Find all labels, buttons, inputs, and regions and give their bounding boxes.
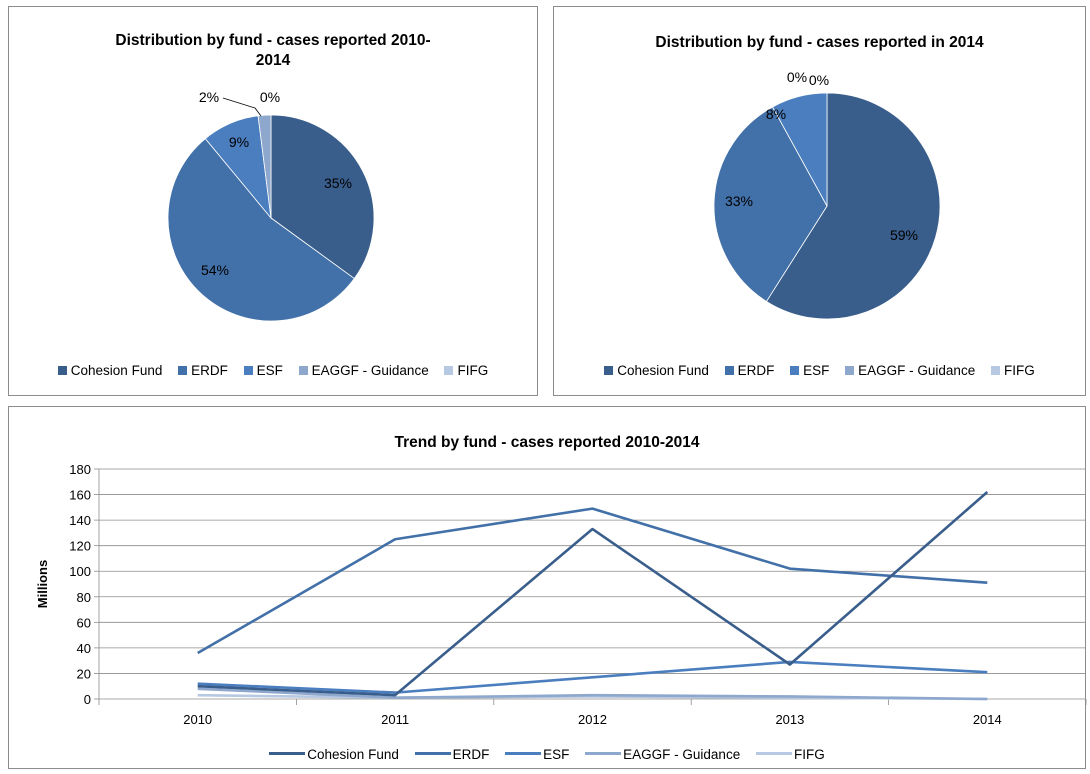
chart-title: Trend by fund - cases reported 2010-2014 xyxy=(9,433,1085,453)
y-tick-label: 140 xyxy=(69,513,91,528)
y-tick-label: 80 xyxy=(77,590,91,605)
legend-swatch xyxy=(57,366,67,375)
legend-swatch xyxy=(990,366,1000,375)
pie-slice-eaggf-guidance xyxy=(257,114,272,219)
legend-label: Cohesion Fund xyxy=(617,363,709,378)
line-chart-trend: Trend by fund - cases reported 2010-2014… xyxy=(8,406,1087,769)
legend-line-swatch xyxy=(755,752,792,755)
legend-swatch xyxy=(243,366,253,375)
pie-slice-cohesion-fund xyxy=(270,114,375,280)
legend-label: EAGGF - Guidance xyxy=(311,363,429,378)
series-line-cohesion-fund xyxy=(197,491,989,697)
data-label: 54% xyxy=(201,262,229,278)
legend-item-erdf: ERDF xyxy=(414,747,490,762)
legend-label: EAGGF - Guidance xyxy=(623,747,741,762)
pie-chart-2014: Distribution by fund - cases reported in… xyxy=(553,6,1086,396)
legend-item-fifg: FIFG xyxy=(990,363,1035,378)
legend-label: ERDF xyxy=(737,363,775,378)
legend: Cohesion Fund ERDF ESF EAGGF - Guidance … xyxy=(9,747,1085,762)
legend-item-esf: ESF xyxy=(243,363,283,378)
pie-chart-2010-2014: Distribution by fund - cases reported 20… xyxy=(8,6,538,396)
series-line-eaggf-guidance xyxy=(197,687,988,701)
legend-line-swatch xyxy=(269,752,306,755)
legend-label: ESF xyxy=(803,363,830,378)
y-tick-label: 180 xyxy=(69,462,91,477)
legend-swatch xyxy=(298,366,308,375)
legend-item-cohesion-fund: Cohesion Fund xyxy=(57,363,163,378)
legend-item-esf: ESF xyxy=(790,363,829,378)
legend-label: FIFG xyxy=(793,747,825,762)
legend-swatch xyxy=(724,366,734,375)
legend-label: ESF xyxy=(543,747,570,762)
chart-title-line-1: Distribution by fund - cases reported in… xyxy=(655,34,984,51)
legend-swatch xyxy=(604,366,614,375)
leader-line xyxy=(222,97,262,117)
data-label: 0% xyxy=(787,69,807,85)
y-tick-label: 0 xyxy=(84,692,91,707)
legend-label: ERDF xyxy=(191,363,228,378)
series-line-erdf xyxy=(197,507,988,655)
pie-slice-erdf xyxy=(713,106,828,302)
legend-item-esf: ESF xyxy=(505,747,569,762)
x-tick-label: 2012 xyxy=(578,712,607,727)
legend-item-eaggf-guidance: EAGGF - Guidance xyxy=(845,363,975,378)
legend-label: Cohesion Fund xyxy=(307,747,399,762)
y-tick-label: 20 xyxy=(77,666,91,681)
pie-slice-esf xyxy=(772,92,828,207)
data-label: 0% xyxy=(809,72,829,88)
legend-line-swatch xyxy=(505,752,542,755)
data-label: 35% xyxy=(324,175,352,191)
pie-plot: 35% 54% 9% 2% 0% xyxy=(167,89,375,322)
y-tick-label: 60 xyxy=(77,615,91,630)
legend-label: FIFG xyxy=(1003,363,1035,378)
legend-label: Cohesion Fund xyxy=(70,363,163,378)
x-tick-label: 2014 xyxy=(973,712,1002,727)
chart-title-line-1: Distribution by fund - cases reported 20… xyxy=(115,32,431,49)
data-label: 59% xyxy=(890,227,918,243)
chart-title-line-2: 2014 xyxy=(255,52,291,69)
chart-title: Distribution by fund - cases reported 20… xyxy=(9,31,537,71)
legend-item-cohesion-fund: Cohesion Fund xyxy=(269,747,399,762)
legend-item-eaggf-guidance: EAGGF - Guidance xyxy=(585,747,740,762)
data-label: 0% xyxy=(260,89,280,105)
y-tick-label: 120 xyxy=(69,539,91,554)
legend-swatch xyxy=(444,366,454,375)
legend-item-erdf: ERDF xyxy=(724,363,775,378)
legend-swatch xyxy=(178,366,188,375)
chart-title-line-1: Trend by fund - cases reported 2010-2014 xyxy=(394,434,700,451)
chart-title: Distribution by fund - cases reported in… xyxy=(554,33,1085,53)
legend-label: FIFG xyxy=(457,363,489,378)
legend-line-swatch xyxy=(414,752,451,755)
series-line-esf xyxy=(197,660,988,694)
data-label: 9% xyxy=(229,134,249,150)
y-tick-label: 100 xyxy=(69,564,91,579)
pie-plot: 59% 33% 8% 0% 0% xyxy=(713,69,941,320)
data-label: 8% xyxy=(766,106,786,122)
x-tick-label: 2013 xyxy=(775,712,804,727)
legend-item-fifg: FIFG xyxy=(755,747,825,762)
x-tick-label: 2011 xyxy=(381,712,409,727)
pie-slice-cohesion-fund xyxy=(765,92,941,320)
legend: Cohesion Fund ERDF ESF EAGGF - Guidance … xyxy=(9,363,537,378)
pie-slice-erdf xyxy=(167,138,355,322)
legend: Cohesion Fund ERDF ESF EAGGF - Guidance … xyxy=(554,363,1085,378)
legend-label: ERDF xyxy=(452,747,490,762)
y-tick-label: 40 xyxy=(77,641,91,656)
legend-item-fifg: FIFG xyxy=(444,363,488,378)
legend-label: EAGGF - Guidance xyxy=(858,363,976,378)
data-label: 33% xyxy=(725,193,753,209)
y-axis-title: Millions xyxy=(35,560,50,608)
legend-line-swatch xyxy=(585,752,622,755)
x-tick-label: 2010 xyxy=(183,712,212,727)
legend-item-eaggf-guidance: EAGGF - Guidance xyxy=(298,363,429,378)
line-plot: 0 20 40 60 80 100 120 140 160 180 2010 2011 2012 2013… xyxy=(35,462,1087,727)
legend-item-erdf: ERDF xyxy=(178,363,228,378)
legend-swatch xyxy=(790,366,800,375)
legend-label: ESF xyxy=(256,363,283,378)
legend-swatch xyxy=(845,366,855,375)
legend-item-cohesion-fund: Cohesion Fund xyxy=(604,363,709,378)
data-label: 2% xyxy=(199,89,219,105)
y-tick-label: 160 xyxy=(69,488,91,503)
